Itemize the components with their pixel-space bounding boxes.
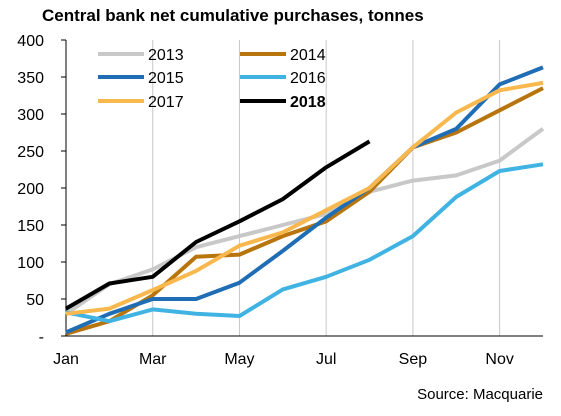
legend-label-2015: 2015	[148, 70, 184, 87]
series-line-2018	[64, 139, 371, 311]
y-tick-label: 250	[17, 144, 44, 161]
series-line-2016	[65, 162, 544, 324]
y-tick-label: -	[39, 329, 44, 346]
series-line-2015	[65, 65, 544, 335]
y-tick-label: 350	[17, 70, 44, 87]
legend-label-2013: 2013	[148, 47, 184, 64]
x-tick-label: Sep	[399, 351, 428, 368]
legend-label-2014: 2014	[290, 47, 326, 64]
x-tick-labels: Jan Mar May Jul Sep Nov	[53, 351, 514, 368]
legend-label-2017: 2017	[148, 94, 184, 111]
y-tick-label: 300	[17, 107, 44, 124]
y-tick-label: 100	[17, 255, 44, 272]
axes	[61, 39, 543, 337]
x-tick-label: Jan	[53, 351, 79, 368]
y-tick-label: 150	[17, 218, 44, 235]
legend-label-2018: 2018	[290, 94, 326, 111]
series-lines	[64, 65, 545, 336]
x-tick-label: May	[224, 351, 254, 368]
x-tick-label: Nov	[485, 351, 513, 368]
x-tick-label: Jul	[316, 351, 336, 368]
y-tick-label: 50	[26, 292, 44, 309]
y-tick-labels: - 50 100 150 200 250 300 350 400	[17, 33, 44, 346]
x-tick-label: Mar	[139, 351, 167, 368]
vertical-gridlines	[152, 40, 501, 336]
y-tick-label: 200	[17, 181, 44, 198]
series-line-2017	[65, 80, 544, 316]
chart-title: Central bank net cumulative purchases, t…	[42, 6, 424, 25]
source-note: Source: Macquarie	[417, 386, 543, 403]
legend: 2013 2014 2015 2016 2017 2018	[98, 47, 326, 111]
y-tick-label: 400	[17, 33, 44, 50]
legend-label-2016: 2016	[290, 70, 326, 87]
